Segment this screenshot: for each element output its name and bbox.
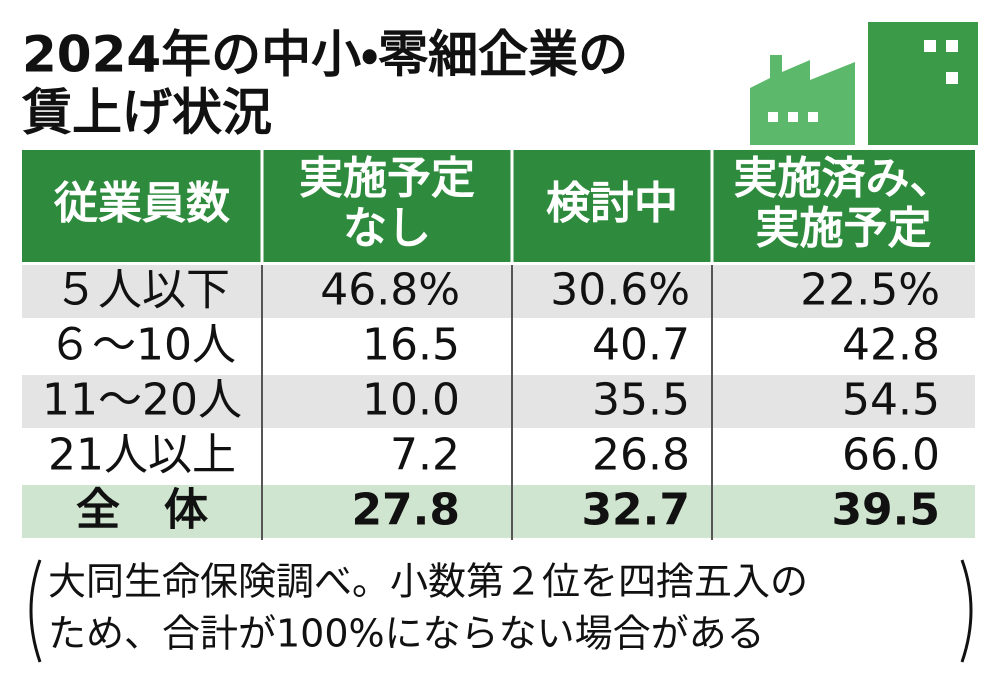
row-background — [22, 265, 975, 318]
cell-value: 16.5 — [362, 320, 460, 371]
row-background — [22, 430, 975, 483]
column-header: 実施済み、 — [734, 153, 954, 204]
row-label: ５人以下 — [54, 265, 230, 316]
row-background — [22, 320, 975, 373]
cell-value: 27.8 — [351, 485, 460, 536]
factory-icon — [750, 22, 978, 145]
cell-value: 54.5 — [842, 375, 940, 426]
column-header: 従業員数 — [53, 178, 230, 229]
row-background — [22, 485, 975, 538]
cell-value: 40.7 — [592, 320, 690, 371]
row-background — [22, 375, 975, 428]
cell-value: 7.2 — [390, 430, 460, 481]
cell-value: 39.5 — [831, 485, 940, 536]
header-band — [22, 150, 975, 262]
note-line: 大同生命保険調べ。小数第２位を四捨五入の — [48, 560, 808, 604]
column-header: なし — [343, 203, 431, 254]
cell-value: 35.5 — [592, 375, 690, 426]
cell-value: 42.8 — [842, 320, 940, 371]
row-label: 全 体 — [76, 485, 208, 536]
cell-value: 30.6% — [550, 265, 690, 316]
title-line: 賃上げ状況 — [21, 84, 272, 142]
column-header: 実施予定 — [756, 203, 932, 254]
cell-value: 32.7 — [581, 485, 690, 536]
paren — [29, 559, 42, 663]
cell-value: 10.0 — [362, 375, 460, 426]
cell-value: 26.8 — [592, 430, 690, 481]
row-label: 21人以上 — [48, 430, 236, 481]
note-line: ため、合計が100%にならない場合がある — [48, 612, 765, 656]
row-label: 11～20人 — [42, 375, 242, 426]
paren — [960, 559, 973, 663]
title-line: 2024年の中小・零細企業の — [22, 26, 628, 84]
cell-value: 66.0 — [842, 430, 940, 481]
cell-value: 22.5% — [800, 265, 940, 316]
column-header: 実施予定 — [299, 153, 475, 204]
column-header: 検討中 — [546, 178, 678, 229]
cell-value: 46.8% — [320, 265, 460, 316]
row-label: ６～10人 — [48, 320, 236, 371]
